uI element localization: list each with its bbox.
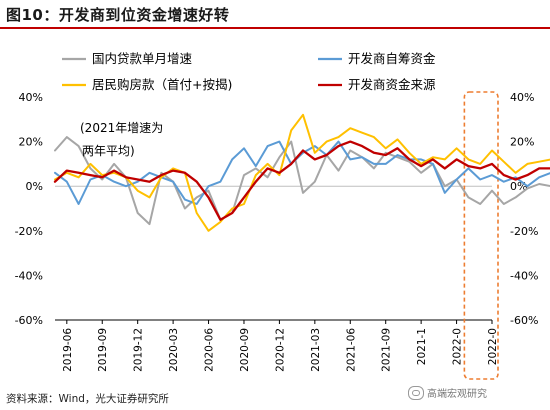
legend-label: 开发商资金来源 (348, 77, 436, 92)
x-tick-label: 2019-09 (97, 328, 109, 372)
series-line-4 (53, 140, 550, 221)
y-tick-label-left: -40% (15, 269, 43, 282)
watermark-label: 高端宏观研究 (427, 389, 487, 400)
y-tick-label-right: -60% (510, 314, 538, 327)
x-tick-label: 2021-03 (310, 328, 322, 372)
wechat-icon (408, 385, 424, 400)
y-tick-label-left: -20% (15, 225, 43, 238)
x-tick-label: 2020-12 (274, 328, 286, 372)
chart-title: 图10：开发商到位资金增速好转 (6, 6, 230, 24)
y-tick-label-right: -40% (510, 269, 538, 282)
x-tick-label: 2020-09 (239, 328, 251, 372)
title-rule (0, 27, 550, 29)
legend-label: 开发商自筹资金 (348, 51, 436, 66)
series-line-2 (54, 140, 550, 205)
legend-label: 国内贷款单月增速 (92, 51, 193, 66)
annotation-line-2: 两年平均) (82, 144, 135, 158)
x-tick-label: 2021-06 (345, 328, 357, 372)
series-line-3 (54, 113, 550, 232)
y-tick-label-left: -60% (15, 314, 43, 327)
y-tick-label-right: 20% (510, 136, 534, 149)
y-tick-label-right: 40% (510, 91, 534, 104)
annotation-line-1: (2021年增速为 (80, 121, 163, 135)
watermark: 高端宏观研究 (408, 385, 487, 400)
y-tick-label-left: 0% (26, 180, 43, 193)
source-note: 资料来源：Wind，光大证券研究所 (6, 393, 169, 405)
x-tick-label: 2022-0 (487, 328, 499, 365)
x-tick-label: 2019-12 (133, 328, 145, 372)
x-tick-label: 2020-06 (204, 328, 216, 372)
highlight-box (463, 91, 499, 380)
legend-label: 居民购房款（首付+按揭) (92, 77, 232, 92)
x-tick-label: 2022-0 (452, 328, 464, 365)
y-tick-label-left: 40% (19, 91, 43, 104)
x-tick-label: 2021-1 (416, 328, 428, 365)
y-tick-label-right: -20% (510, 225, 538, 238)
x-tick-label: 2020-03 (168, 328, 180, 372)
x-tick-label: 2019-06 (62, 328, 74, 372)
x-tick-label: 2021-09 (381, 328, 393, 372)
series-line-1 (54, 136, 550, 226)
y-tick-label-left: 20% (19, 136, 43, 149)
